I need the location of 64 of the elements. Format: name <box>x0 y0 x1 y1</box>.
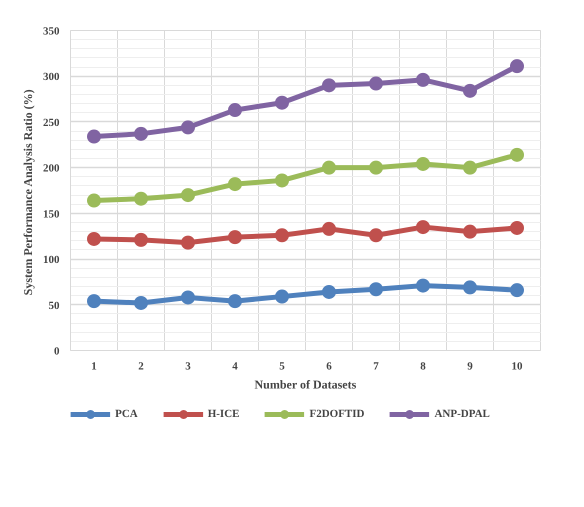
y-tick-label: 0 <box>54 346 60 358</box>
point <box>510 221 524 235</box>
point <box>181 236 195 250</box>
x-tick-label: 2 <box>138 360 144 372</box>
point <box>181 120 195 134</box>
point <box>463 160 477 175</box>
point <box>416 72 430 87</box>
x-tick-label: 9 <box>467 360 474 372</box>
point <box>510 148 524 162</box>
legend-label: PCA <box>115 408 138 420</box>
point <box>369 160 383 175</box>
point <box>369 282 383 296</box>
point <box>322 285 336 299</box>
point <box>87 294 101 308</box>
point <box>228 230 242 244</box>
point <box>510 59 524 74</box>
y-tick-label: 350 <box>43 26 60 38</box>
point <box>228 294 242 308</box>
point <box>87 194 101 208</box>
point <box>416 220 430 234</box>
y-tick-label: 100 <box>43 254 60 266</box>
y-tick-label: 50 <box>48 300 60 312</box>
x-tick-label: 3 <box>185 360 192 372</box>
point <box>134 192 148 206</box>
point <box>369 228 383 242</box>
x-axis-title: Number of Datasets <box>254 378 357 392</box>
x-tick-label: 8 <box>420 360 426 372</box>
y-tick-label: 200 <box>43 162 60 175</box>
point <box>322 160 336 175</box>
point <box>87 232 101 246</box>
point <box>134 296 148 310</box>
point <box>228 177 242 192</box>
point <box>87 130 101 144</box>
point <box>369 76 383 91</box>
point <box>134 232 148 247</box>
x-tick-label: 10 <box>512 360 523 372</box>
x-tick-label: 1 <box>91 360 97 372</box>
point <box>275 173 289 188</box>
legend-label: ANP-DPAL <box>434 408 490 420</box>
point <box>322 78 336 92</box>
point <box>228 103 242 118</box>
point <box>181 188 195 202</box>
point <box>275 290 289 304</box>
point <box>134 126 148 141</box>
point <box>416 157 430 171</box>
y-tick-label: 250 <box>43 116 60 129</box>
legend-label: H-ICE <box>208 408 240 420</box>
y-tick-label: 300 <box>43 71 60 84</box>
y-tick-label: 150 <box>43 208 60 220</box>
y-axis-title: System Performance Analysis Ratio (%) <box>21 89 35 296</box>
x-tick-label: 4 <box>232 360 238 372</box>
point <box>416 278 430 293</box>
legend-label: F2DOFTID <box>309 408 364 420</box>
point <box>181 290 195 304</box>
x-tick-label: 5 <box>279 360 286 372</box>
x-tick-label: 7 <box>373 360 380 372</box>
point <box>275 228 289 242</box>
point <box>322 222 336 236</box>
point <box>275 96 289 110</box>
point <box>463 224 477 239</box>
point <box>463 280 477 294</box>
point <box>510 283 524 298</box>
point <box>463 84 477 98</box>
x-tick-label: 6 <box>326 360 332 372</box>
